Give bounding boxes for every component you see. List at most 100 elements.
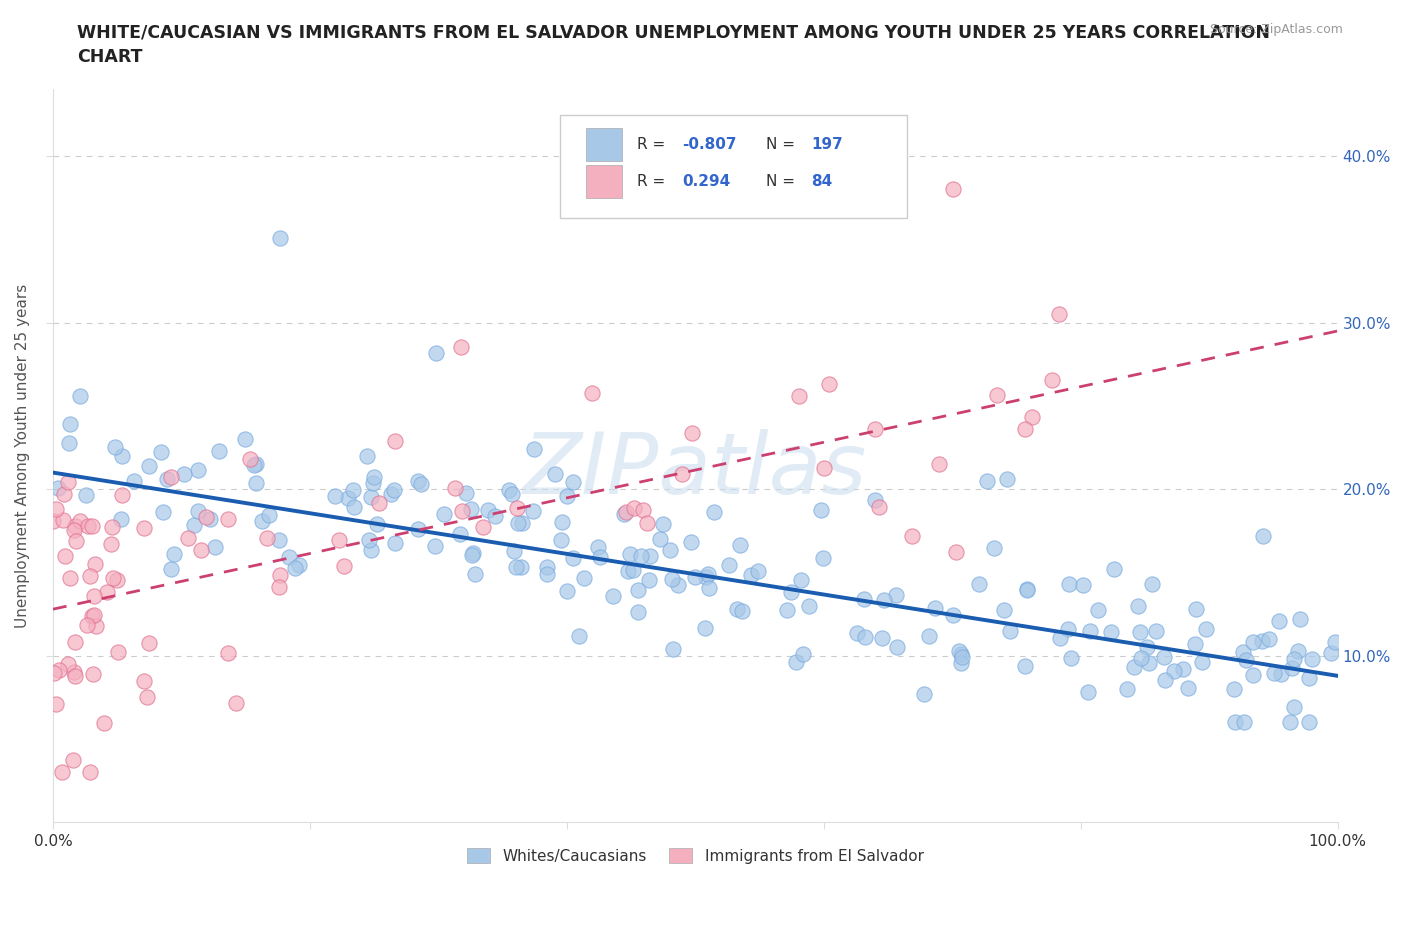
Point (337, 490, 360, 505)
Point (1056, 621, 1078, 636)
Point (267, 532, 290, 547)
Point (77, 519, 100, 534)
Point (697, 580, 720, 595)
Point (1049, 631, 1071, 645)
Point (614, 504, 637, 519)
Point (666, 578, 689, 592)
Point (278, 550, 301, 565)
Point (363, 470, 385, 485)
Text: Source: ZipAtlas.com: Source: ZipAtlas.com (1209, 23, 1343, 36)
Point (366, 516, 388, 531)
Point (82, 667, 104, 682)
Point (384, 536, 406, 551)
Point (217, 512, 239, 526)
Point (250, 513, 273, 528)
Point (149, 445, 172, 459)
Point (776, 602, 799, 617)
Point (638, 573, 661, 588)
Point (84, 618, 107, 633)
Point (1087, 603, 1109, 618)
Point (80, 519, 103, 534)
Point (105, 573, 128, 588)
Point (671, 467, 693, 482)
Point (450, 503, 472, 518)
Point (1184, 636, 1206, 651)
Point (942, 182, 965, 197)
Point (1057, 577, 1080, 591)
Point (96, 584, 118, 599)
Point (342, 483, 364, 498)
Point (544, 467, 567, 482)
Point (269, 580, 291, 595)
Point (1077, 684, 1099, 699)
Legend: Whites/Caucasians, Immigrants from El Salvador: Whites/Caucasians, Immigrants from El Sa… (461, 842, 929, 870)
Point (103, 570, 125, 585)
Point (813, 460, 835, 475)
Point (183, 517, 205, 532)
Point (1323, 634, 1346, 649)
Point (846, 625, 869, 640)
Point (472, 520, 495, 535)
Point (568, 629, 591, 644)
Point (75, 488, 97, 503)
Point (103, 440, 125, 455)
Point (780, 585, 803, 600)
Point (586, 539, 609, 554)
Point (59, 417, 82, 432)
Point (160, 561, 183, 576)
Point (1191, 655, 1213, 670)
Point (789, 389, 811, 404)
Point (156, 472, 179, 486)
Point (93, 715, 115, 730)
Point (873, 592, 896, 607)
Point (945, 545, 967, 560)
Point (522, 504, 544, 519)
Point (1251, 529, 1274, 544)
Point (284, 560, 307, 575)
Point (1177, 681, 1199, 696)
Point (357, 533, 380, 548)
Text: 0.294: 0.294 (682, 174, 731, 189)
Point (1115, 682, 1137, 697)
Point (107, 644, 129, 659)
Point (477, 503, 499, 518)
Point (195, 510, 218, 525)
Point (950, 647, 973, 662)
Point (865, 422, 887, 437)
Point (69, 389, 91, 404)
Point (76, 618, 98, 632)
Point (1289, 612, 1312, 627)
Point (728, 537, 751, 551)
Point (217, 645, 239, 660)
Point (863, 493, 886, 508)
Point (725, 602, 748, 617)
Point (63, 669, 86, 684)
Text: 84: 84 (811, 174, 832, 189)
Point (384, 433, 406, 448)
Point (993, 603, 1015, 618)
Point (42, 513, 65, 528)
Point (523, 442, 546, 457)
Point (501, 487, 523, 502)
Point (65, 534, 87, 549)
FancyBboxPatch shape (586, 128, 621, 161)
Point (356, 448, 378, 463)
Point (1284, 652, 1306, 667)
Point (239, 452, 262, 467)
Text: -0.807: -0.807 (682, 137, 737, 152)
Point (638, 549, 661, 564)
Point (623, 563, 645, 578)
Point (200, 512, 222, 526)
Point (695, 569, 717, 584)
Point (83, 588, 105, 603)
Text: R =: R = (637, 174, 675, 189)
Point (685, 570, 707, 585)
Point (1171, 662, 1194, 677)
Point (1241, 635, 1264, 650)
Point (233, 432, 256, 446)
Point (998, 624, 1021, 639)
Point (1136, 640, 1159, 655)
Point (1233, 715, 1256, 730)
Point (48, 662, 70, 677)
Point (631, 503, 654, 518)
